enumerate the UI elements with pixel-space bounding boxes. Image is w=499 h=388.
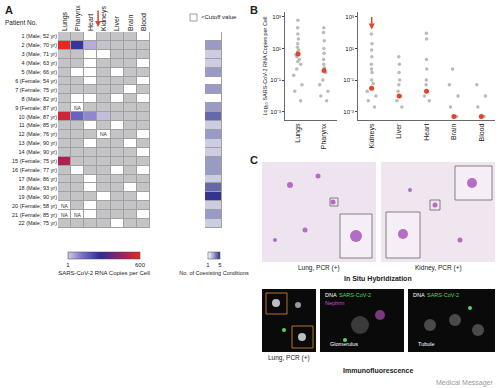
svg-text:9 (Female; 87 yr): 9 (Female; 87 yr) <box>15 105 57 111</box>
svg-text:12 (Male; 76 yr): 12 (Male; 76 yr) <box>18 131 57 137</box>
svg-text:10⁻¹: 10⁻¹ <box>343 77 354 83</box>
svg-text:Glomerulus: Glomerulus <box>330 341 358 347</box>
svg-text:<Cutoff value: <Cutoff value <box>201 14 237 20</box>
svg-text:Log₁₀ SARS-CoV-2 RNA Copies pe: Log₁₀ SARS-CoV-2 RNA Copies per Cell <box>262 17 268 116</box>
svg-text:10⁻³: 10⁻³ <box>270 109 281 115</box>
svg-text:10¹: 10¹ <box>345 46 354 52</box>
svg-text:NA: NA <box>74 105 82 111</box>
svg-text:5 (Male; 66 yr): 5 (Male; 66 yr) <box>22 69 58 75</box>
svg-text:7 (Female; 75 yr): 7 (Female; 75 yr) <box>15 87 57 93</box>
svg-text:Medical Messager: Medical Messager <box>436 379 493 387</box>
svg-text:SARS-CoV-2: SARS-CoV-2 <box>339 292 371 298</box>
svg-text:Blood: Blood <box>140 13 147 31</box>
svg-text:Pharynx: Pharynx <box>320 123 328 149</box>
svg-text:20 (Female; 58 yr): 20 (Female; 58 yr) <box>12 203 57 209</box>
svg-text:10¹: 10¹ <box>272 46 281 52</box>
svg-text:Brain: Brain <box>450 123 457 139</box>
svg-text:1 (Male; 52 yr): 1 (Male; 52 yr) <box>22 33 58 39</box>
svg-text:14 (Male; 90 yr): 14 (Male; 90 yr) <box>18 149 57 155</box>
svg-text:Pharynx: Pharynx <box>74 5 82 31</box>
svg-text:10 (Male; 87 yr): 10 (Male; 87 yr) <box>18 114 57 120</box>
svg-text:22 (Male; 75 yr): 22 (Male; 75 yr) <box>18 220 57 226</box>
svg-text:NA: NA <box>74 212 82 218</box>
svg-text:A: A <box>5 4 13 16</box>
svg-text:Lung, PCR (+): Lung, PCR (+) <box>268 354 310 362</box>
svg-text:15 (Female; 75 yr): 15 (Female; 75 yr) <box>12 158 57 164</box>
svg-text:Immunofluorescence: Immunofluorescence <box>343 367 414 374</box>
svg-text:19 (Male; 90 yr): 19 (Male; 90 yr) <box>18 194 57 200</box>
svg-text:5: 5 <box>218 262 222 268</box>
svg-text:NA: NA <box>100 131 108 137</box>
svg-text:NA: NA <box>61 212 69 218</box>
svg-text:Kidneys: Kidneys <box>100 6 108 31</box>
svg-text:Liver: Liver <box>113 15 120 31</box>
svg-text:21 (Female; 85 yr): 21 (Female; 85 yr) <box>12 212 57 218</box>
svg-text:No. of Coexisting Conditions: No. of Coexisting Conditions <box>179 270 249 276</box>
svg-text:Lungs: Lungs <box>61 11 69 31</box>
svg-text:DNA: DNA <box>325 292 337 298</box>
svg-text:2 (Male; 70 yr): 2 (Male; 70 yr) <box>22 42 58 48</box>
svg-text:8 (Male; 82 yr): 8 (Male; 82 yr) <box>22 96 58 102</box>
svg-text:Heart: Heart <box>423 124 430 141</box>
svg-text:SARS-CoV-2: SARS-CoV-2 <box>427 292 459 298</box>
svg-text:NA: NA <box>61 203 69 209</box>
svg-text:In Situ Hybridization: In Situ Hybridization <box>344 275 412 283</box>
svg-text:3 (Male; 71 yr): 3 (Male; 71 yr) <box>22 51 58 57</box>
svg-text:600: 600 <box>135 262 146 268</box>
svg-text:Kidneys: Kidneys <box>368 123 376 148</box>
svg-text:18 (Male; 93 yr): 18 (Male; 93 yr) <box>18 185 57 191</box>
svg-text:11 (Male; 85 yr): 11 (Male; 85 yr) <box>19 122 57 128</box>
svg-text:Nephrin: Nephrin <box>325 300 344 306</box>
svg-text:Brain: Brain <box>127 15 134 31</box>
svg-text:10³: 10³ <box>345 14 354 20</box>
svg-text:Kidney, PCR (+): Kidney, PCR (+) <box>415 264 462 272</box>
svg-text:1: 1 <box>66 262 70 268</box>
svg-text:1: 1 <box>206 262 210 268</box>
svg-text:Patient No.: Patient No. <box>5 19 37 26</box>
svg-text:6 (Female; 54 yr): 6 (Female; 54 yr) <box>15 78 57 84</box>
svg-text:10³: 10³ <box>272 14 281 20</box>
svg-text:10⁻³: 10⁻³ <box>343 109 354 115</box>
svg-text:4 (Male; 63 yr): 4 (Male; 63 yr) <box>22 60 58 66</box>
svg-text:B: B <box>250 4 258 16</box>
svg-text:DNA: DNA <box>413 292 425 298</box>
svg-text:16 (Female; 77 yr): 16 (Female; 77 yr) <box>12 167 57 173</box>
svg-text:Heart: Heart <box>87 14 94 31</box>
svg-text:10⁻¹: 10⁻¹ <box>270 77 281 83</box>
svg-text:C: C <box>250 154 258 166</box>
svg-text:SARS-CoV-2 RNA Copies per Cell: SARS-CoV-2 RNA Copies per Cell <box>58 270 150 276</box>
svg-text:Blood: Blood <box>478 123 485 141</box>
svg-text:13 (Male; 90 yr): 13 (Male; 90 yr) <box>18 140 57 146</box>
svg-text:Liver: Liver <box>395 123 402 139</box>
svg-text:Lung, PCR (+): Lung, PCR (+) <box>298 264 340 272</box>
svg-text:Tubule: Tubule <box>418 341 435 347</box>
svg-text:Lungs: Lungs <box>294 123 302 143</box>
svg-text:17 (Male; 86 yr): 17 (Male; 86 yr) <box>18 176 57 182</box>
